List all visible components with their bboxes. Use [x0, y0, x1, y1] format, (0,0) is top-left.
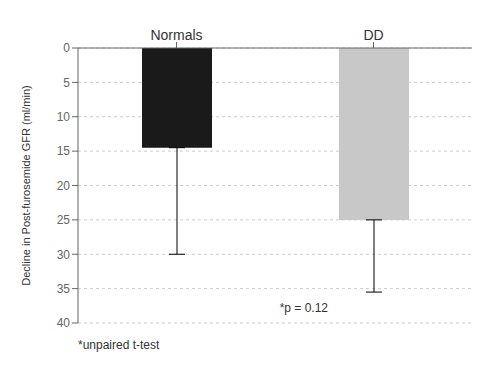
svg-text:30: 30	[57, 248, 71, 262]
svg-text:25: 25	[57, 213, 71, 227]
svg-text:10: 10	[57, 110, 71, 124]
svg-text:40: 40	[57, 316, 71, 330]
svg-text:15: 15	[57, 144, 71, 158]
svg-text:Decline in Post-furosemide GFR: Decline in Post-furosemide GFR (ml/min)	[20, 85, 32, 286]
svg-text:DD: DD	[363, 27, 383, 43]
svg-text:35: 35	[57, 282, 71, 296]
svg-text:20: 20	[57, 179, 71, 193]
html-text:*p = 0.12: *p = 0.12	[279, 301, 328, 315]
svg-text:Normals: Normals	[150, 27, 202, 43]
svg-text:5: 5	[63, 76, 70, 90]
html-text:*unpaired t-test: *unpaired t-test	[78, 338, 160, 352]
svg-text:0: 0	[63, 41, 70, 55]
